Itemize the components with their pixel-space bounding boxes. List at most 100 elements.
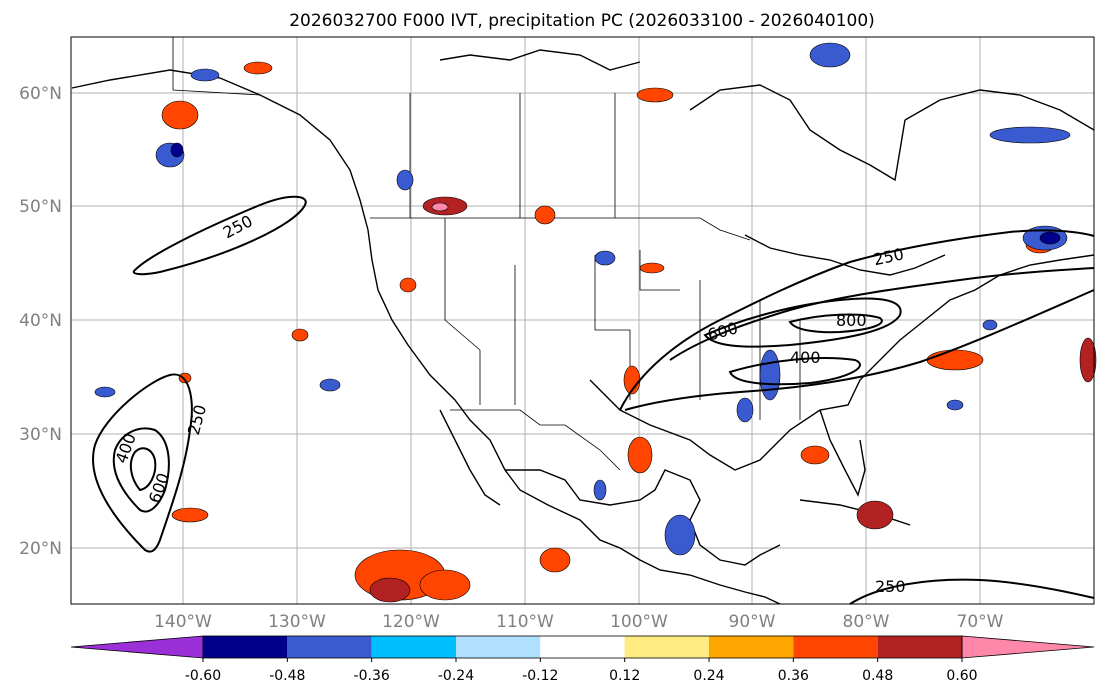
lat-label: 60°N [19,84,62,104]
colorbar-tick-label: -0.48 [269,668,305,684]
colorbar-tick-label: 0.36 [778,668,809,684]
alaska-border [172,37,261,96]
state-line-1 [444,218,481,405]
blob-pos [636,87,674,103]
blob-pos [419,569,471,601]
blob-neg [809,42,851,68]
contour-400-east [669,267,1095,361]
contour-400-southeast [728,357,861,386]
blob-pos [639,262,665,274]
blob-pos [1079,337,1097,383]
map-frame [70,36,1095,605]
gulf-coast [589,254,1095,471]
blob-neg-core [170,142,184,158]
blob-pos [161,100,199,130]
blob-neg [190,68,220,82]
colorbar-segment [371,636,456,658]
blob-neg-core [1039,231,1061,245]
lat-label: 40°N [19,311,62,331]
florida [819,409,866,497]
lat-label: 20°N [19,539,62,559]
ivt-contours [92,195,1095,605]
blob-neg [319,378,341,392]
blob-neg [594,250,616,266]
blob-neg [759,349,781,401]
lat-axis-labels: 60°N 50°N 40°N 30°N 20°N [19,84,62,559]
colorbar-tick-label: -0.12 [522,668,558,684]
blob-pos [539,547,571,573]
blob-pos [243,61,273,75]
blob-pos-core [431,202,449,212]
colorbar-segment [709,636,794,658]
blob-pos [926,349,984,371]
blob-pos [369,577,411,603]
contour-250-east [619,229,1095,411]
blob-pos [399,277,417,293]
blob-neg [94,386,116,398]
state-line-3 [594,255,631,400]
arctic-islands [439,49,641,71]
contour-600-east [703,297,902,348]
precip-anomaly-blobs [94,42,1097,603]
baja-peninsula [439,409,501,506]
lon-label: 130°W [268,612,326,632]
contour-400-hawaii [112,427,170,513]
blob-pos [171,507,209,523]
blob-neg [664,514,696,556]
lat-label: 30°N [19,425,62,445]
labrador-coast [904,89,1095,131]
lat-label: 50°N [19,197,62,217]
blob-pos [800,445,830,465]
blob-neg [736,397,754,423]
colorbar-tick-label: 0.12 [609,668,640,684]
colorbar-border [202,635,963,659]
colorbar [70,635,1095,659]
blob-pos [856,500,894,530]
us-canada-border [370,217,751,241]
colorbar-tick-label: 0.48 [862,668,893,684]
map-title: 2026032700 F000 IVT, precipitation PC (2… [289,11,875,31]
colorbar-segment [540,636,625,658]
colorbar-tick-label: -0.24 [438,668,474,684]
contour-600-hawaii [129,447,157,492]
contour-label: 400 [790,348,821,367]
colorbar-tick-labels: -0.60 -0.48 -0.36 -0.24 -0.12 0.12 0.24 0.36 0.4… [185,658,978,684]
lon-label: 80°W [843,612,890,632]
lon-label: 140°W [154,612,212,632]
colorbar-segment [877,636,962,658]
colorbar-segment [287,636,372,658]
blob-pos [534,205,556,225]
blob-neg [593,479,607,501]
lon-label: 70°W [957,612,1004,632]
colorbar-segment [624,636,709,658]
colorbar-segment [203,636,288,658]
us-mexico-border [450,409,621,471]
lon-label: 110°W [496,612,554,632]
north-america-coast [71,69,781,605]
blob-pos [178,372,192,384]
blob-pos [291,328,309,342]
blob-pos [627,436,653,474]
blob-neg [982,319,998,331]
colorbar-tick-label: -0.36 [354,668,390,684]
contour-250-pacific [132,195,307,276]
contour-250-caribbean [849,578,1095,605]
blob-neg [396,169,414,191]
contour-label: 250 [875,577,906,596]
blob-neg [946,399,964,411]
gridlines [71,37,1094,604]
contour-250-east-south [624,289,1095,411]
hudson-bay [689,84,906,182]
colorbar-segment [793,636,878,658]
colorbar-extend-low [70,635,204,659]
mexico-coast [505,469,781,566]
colorbar-tick-label: -0.60 [185,668,221,684]
lon-label: 100°W [610,612,668,632]
contour-label: 800 [836,311,867,330]
lon-axis-labels: 140°W 130°W 120°W 110°W 100°W 90°W 80°W … [154,612,1004,632]
political-borders [172,37,801,471]
state-line-4 [639,250,680,291]
contour-800-east [788,313,883,334]
blob-neg [989,126,1071,144]
